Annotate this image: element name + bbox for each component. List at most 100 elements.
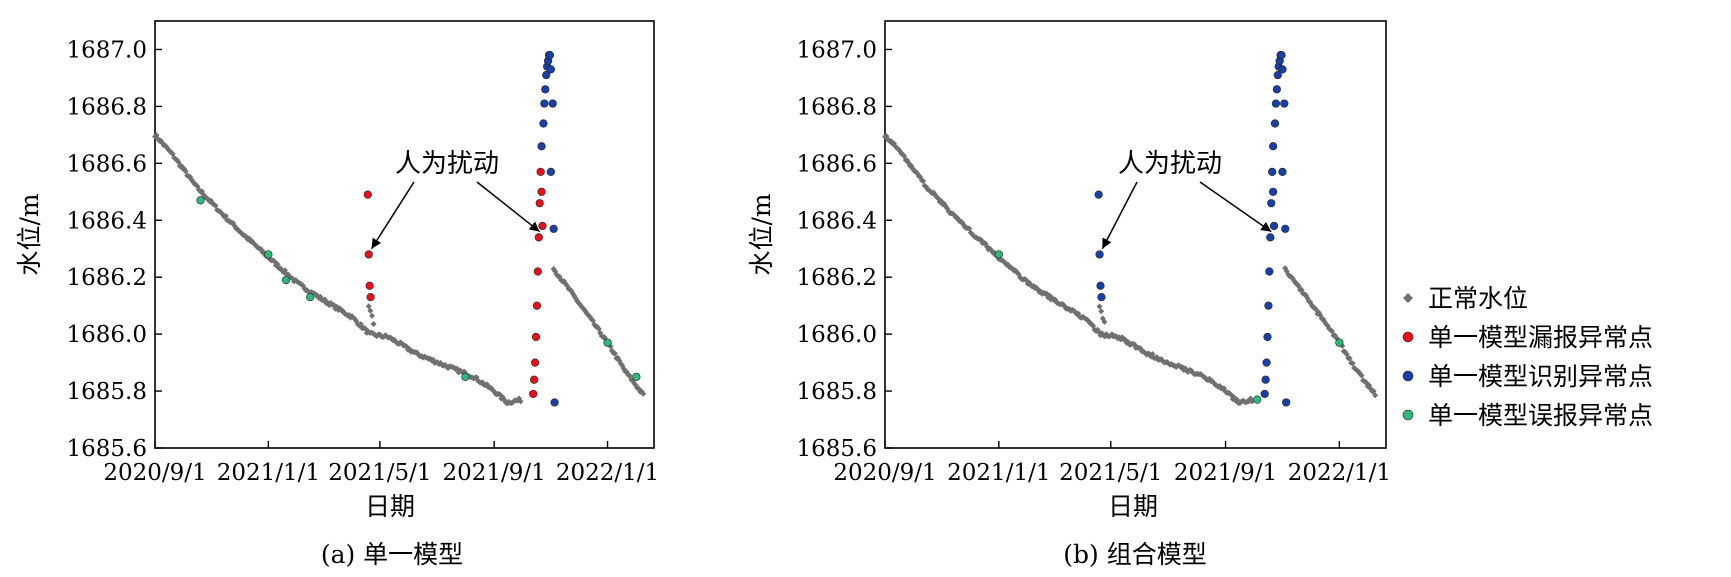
normal-level-point xyxy=(367,307,374,314)
detected-point xyxy=(1260,389,1269,399)
y-tick-label: 1686.2 xyxy=(797,265,877,291)
false-alarm-point xyxy=(306,293,315,302)
normal-level-point xyxy=(1349,360,1356,367)
detected-point xyxy=(1096,281,1105,290)
annotation-arrow xyxy=(476,181,541,233)
missed-point xyxy=(538,221,547,231)
annotation-arrow xyxy=(1199,181,1272,233)
x-tick-label: 2022/1/1 xyxy=(556,460,659,486)
y-tick-label: 1687.0 xyxy=(67,37,147,63)
detected-point xyxy=(549,224,558,233)
panel-a: 1685.6 1685.8 1686.0 1686.2 1686.4 1686.6 1686… xyxy=(15,20,659,521)
normal-level-point xyxy=(640,390,647,397)
detected-point xyxy=(1262,358,1271,367)
normal-level-point xyxy=(365,303,372,310)
y-tick-label: 1685.6 xyxy=(797,436,877,462)
caption-a: (a) 单一模型 xyxy=(321,540,463,569)
x-axis-title: 日期 xyxy=(1108,492,1158,521)
detected-point xyxy=(1281,224,1290,233)
detected-point xyxy=(1094,190,1103,199)
x-tick-label: 2020/9/1 xyxy=(103,460,206,486)
detected-point xyxy=(1280,99,1289,108)
missed-point xyxy=(534,233,543,242)
false-alarm-point xyxy=(994,250,1003,259)
detected-point xyxy=(1267,199,1276,208)
detected-point xyxy=(1097,293,1106,302)
legend-marker xyxy=(1402,331,1414,343)
normal-level-point xyxy=(1312,306,1319,313)
detected-point xyxy=(550,398,559,407)
detected-point xyxy=(546,167,555,176)
missed-point xyxy=(530,375,539,384)
caption-b: (b) 组合模型 xyxy=(1063,540,1206,569)
false-alarm-point xyxy=(1253,395,1262,404)
plot-frame xyxy=(154,20,655,449)
detected-point xyxy=(1269,142,1278,151)
detected-point xyxy=(1268,167,1277,176)
false-alarm-point xyxy=(1335,338,1344,347)
detected-point xyxy=(1282,398,1291,407)
y-tick-label: 1686.6 xyxy=(797,151,877,177)
y-tick-label: 1686.4 xyxy=(797,208,877,234)
detected-point xyxy=(1270,119,1280,128)
missed-point xyxy=(532,301,542,310)
false-alarm-point xyxy=(196,196,205,205)
y-tick-label: 1686.8 xyxy=(797,94,877,120)
y-tick-label: 1685.8 xyxy=(797,379,877,405)
x-tick-label: 2021/5/1 xyxy=(1059,460,1162,486)
missed-point xyxy=(529,389,538,399)
detected-point xyxy=(1263,332,1272,342)
false-alarm-point xyxy=(461,372,470,381)
x-tick-label: 2021/1/1 xyxy=(217,460,320,486)
false-alarm-point xyxy=(281,275,291,285)
detected-point xyxy=(1269,187,1278,196)
y-tick-label: 1685.8 xyxy=(67,379,147,405)
missed-point xyxy=(530,358,540,367)
false-alarm-point xyxy=(603,338,612,347)
false-alarm-point xyxy=(632,372,641,381)
detected-point xyxy=(1278,65,1287,74)
normal-level-point xyxy=(1098,308,1105,315)
missed-point xyxy=(363,190,372,199)
x-tick-label: 2021/9/1 xyxy=(1174,460,1277,486)
legend-marker xyxy=(1402,409,1414,421)
detected-point xyxy=(537,142,546,151)
missed-point xyxy=(366,293,375,302)
legend-label: 单一模型识别异常点 xyxy=(1428,362,1653,391)
false-alarm-point xyxy=(264,250,273,259)
y-axis-title: 水位/m xyxy=(747,193,776,275)
normal-level-point xyxy=(1096,303,1103,310)
detected-point xyxy=(542,70,551,80)
y-tick-label: 1686.2 xyxy=(67,265,147,291)
missed-point xyxy=(535,199,544,208)
detected-point xyxy=(1278,167,1287,176)
detected-point xyxy=(1095,250,1104,259)
normal-level-point xyxy=(517,398,524,405)
plot-frame xyxy=(884,20,1387,449)
detected-point xyxy=(541,85,550,94)
normal-level-point xyxy=(1372,392,1379,399)
missed-point xyxy=(531,332,541,342)
detected-point xyxy=(545,51,555,60)
detected-point xyxy=(1272,85,1281,94)
detected-point xyxy=(1273,70,1282,80)
x-tick-label: 2021/1/1 xyxy=(947,460,1050,486)
y-tick-label: 1685.6 xyxy=(67,436,147,462)
x-tick-label: 2021/9/1 xyxy=(443,460,546,486)
x-axis-title: 日期 xyxy=(365,492,415,521)
detected-point xyxy=(1266,233,1275,242)
detected-point xyxy=(1264,301,1273,310)
detected-point xyxy=(540,99,549,108)
x-tick-label: 2022/1/1 xyxy=(1288,460,1391,486)
x-tick-label: 2020/9/1 xyxy=(833,460,936,486)
missed-point xyxy=(365,281,374,290)
y-tick-label: 1687.0 xyxy=(797,37,877,63)
legend-label: 单一模型漏报异常点 xyxy=(1428,323,1653,352)
annotation-label: 人为扰动 xyxy=(1118,149,1222,179)
legend-marker xyxy=(1402,370,1414,382)
detected-point xyxy=(548,99,557,108)
detected-point xyxy=(1269,221,1279,231)
normal-level-point xyxy=(1358,372,1365,379)
y-tick-label: 1686.0 xyxy=(797,322,877,348)
